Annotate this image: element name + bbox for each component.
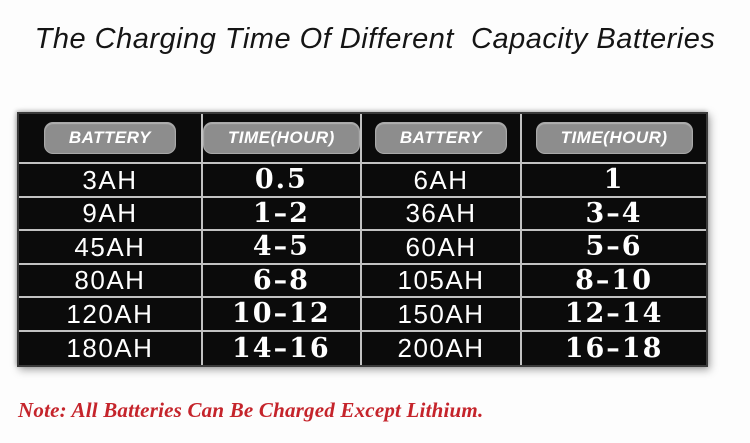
time-cell: 1–2 [202, 197, 362, 231]
time-cell: 10–12 [202, 298, 362, 332]
battery-table: BATTERY TIME(HOUR) BATTERY TIME(HOUR) 3AH 0.5… [17, 112, 708, 367]
time-cell: 14–16 [203, 331, 362, 365]
header-cell: TIME(HOUR) [202, 114, 362, 164]
time-cell: 1 [522, 164, 706, 198]
battery-cell: 120AH [19, 298, 203, 332]
footnote: Note: All Batteries Can Be Charged Excep… [18, 398, 484, 422]
page-title: The Charging Time Of Different Capacity … [34, 23, 716, 55]
header-cell: BATTERY [361, 114, 523, 164]
time-cell: 8–10 [522, 265, 706, 298]
battery-cell: 6AH [361, 164, 523, 198]
battery-cell: 60AH [361, 231, 523, 265]
battery-cell: 105AH [361, 264, 523, 298]
battery-cell: 3AH [19, 164, 203, 198]
time-cell: 5–6 [522, 231, 706, 265]
battery-cell: 180AH [19, 331, 203, 365]
time-cell: 0.5 [202, 164, 362, 198]
time-cell: 4–5 [202, 231, 362, 265]
battery-cell: 36AH [361, 197, 523, 231]
time-cell: 3–4 [522, 198, 706, 231]
time-cell: 6–8 [202, 264, 362, 298]
time-cell: 16–18 [564, 332, 664, 364]
header-cell: TIME(HOUR) [522, 114, 706, 164]
time-cell: 12–14 [522, 298, 706, 332]
battery-cell: 150AH [361, 298, 523, 332]
battery-column-pill: BATTERY [374, 121, 508, 155]
battery-cell: 200AH [362, 331, 523, 365]
battery-column-pill: BATTERY [43, 121, 177, 155]
time-hour-column-pill: TIME(HOUR) [535, 121, 693, 155]
battery-cell: 9AH [19, 197, 203, 231]
battery-cell: 45AH [19, 231, 203, 265]
battery-cell: 80AH [19, 264, 203, 298]
time-hour-column-pill: TIME(HOUR) [202, 121, 360, 155]
header-cell: BATTERY [19, 114, 203, 164]
